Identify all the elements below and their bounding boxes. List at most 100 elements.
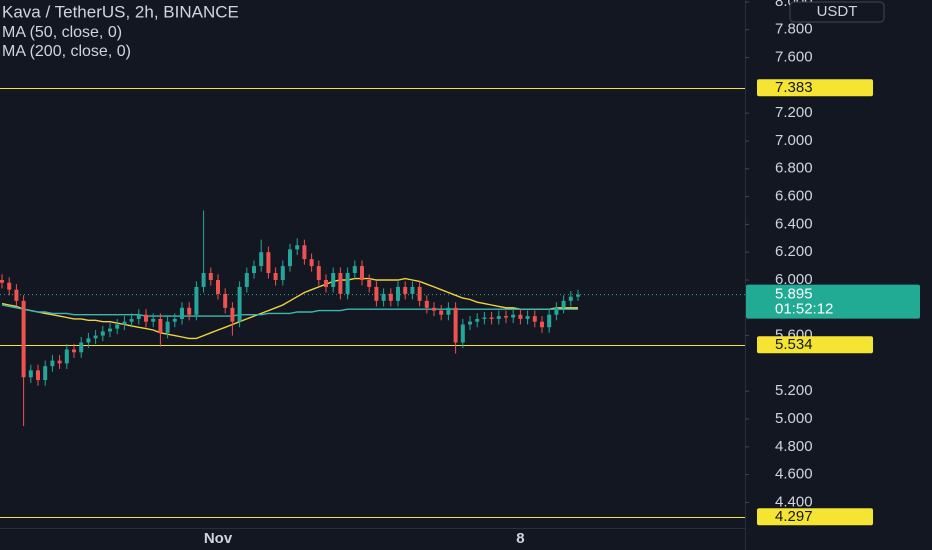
y-tick-label: 6.400: [775, 215, 813, 232]
candle-body: [79, 342, 84, 353]
candle-body: [86, 338, 91, 343]
candle-body: [57, 360, 62, 364]
candle-body: [403, 286, 408, 294]
candle-body: [360, 266, 364, 280]
currency-box[interactable]: [789, 1, 885, 23]
candle-body: [165, 321, 170, 333]
y-tick-label: 6.200: [775, 243, 813, 260]
price-line-label: 7.383: [775, 79, 813, 96]
candle-body: [172, 318, 177, 322]
candle-body: [201, 273, 206, 287]
candle-body: [460, 324, 465, 343]
y-tick-label: 6.000: [775, 271, 813, 288]
candle-body: [216, 279, 220, 294]
candle-body: [266, 252, 271, 274]
candle-body: [331, 273, 336, 287]
candle-body: [288, 249, 292, 267]
candle-body: [93, 335, 98, 339]
x-tick-label: Nov: [204, 530, 233, 547]
y-tick-label: 7.000: [775, 132, 813, 149]
candle-body: [568, 296, 573, 301]
candle-body: [561, 300, 566, 308]
candle-body: [496, 316, 501, 319]
candle-body: [352, 266, 357, 274]
chart-title: Kava / TetherUS, 2h, BINANCE: [2, 2, 239, 21]
candle-body: [518, 314, 523, 319]
y-tick-label: 5.000: [775, 410, 813, 427]
candle-body: [482, 317, 487, 319]
candle-body: [547, 314, 552, 328]
plot-area: [0, 88, 745, 518]
last-price-box: [746, 284, 920, 319]
countdown-label: 01:52:12: [775, 301, 833, 318]
y-tick-label: 7.800: [775, 21, 813, 38]
candle-body: [28, 370, 33, 378]
candle-body: [439, 310, 444, 315]
candle-body: [158, 318, 163, 333]
candle-body: [504, 316, 508, 318]
price-line-label-box: [757, 336, 873, 354]
candle-body: [381, 293, 386, 301]
legend-entry: MA (50, close, 0): [2, 24, 122, 41]
moving-average-line: [1, 277, 578, 340]
candle-body: [36, 370, 40, 381]
candle-body: [151, 318, 156, 322]
candle-body: [410, 286, 415, 294]
legend-entry: MA (200, close, 0): [2, 43, 131, 60]
candle-body: [432, 307, 436, 311]
x-tick-label: 8: [516, 530, 524, 547]
candle-body: [554, 307, 559, 315]
candle-body: [280, 266, 285, 280]
candle-body: [208, 273, 213, 280]
candle-body: [244, 273, 249, 287]
candle-body: [468, 321, 472, 325]
last-price-label: 5.895: [775, 286, 813, 303]
candle-body: [338, 273, 343, 294]
candle-body: [108, 328, 112, 332]
candle-body: [259, 252, 264, 267]
candle-body: [324, 279, 328, 287]
candle-body: [309, 259, 314, 267]
candle-body: [525, 316, 530, 319]
candle-body: [223, 293, 228, 308]
candle-body: [136, 314, 141, 319]
candle-body: [511, 314, 516, 318]
y-tick-label: 7.200: [775, 104, 813, 121]
candle-body: [64, 349, 69, 364]
candle-body: [115, 324, 120, 329]
price-line-label-box: [757, 79, 873, 97]
candle-body: [252, 266, 256, 274]
candle-body: [576, 294, 580, 297]
candle-body: [237, 286, 242, 322]
candle-body: [316, 266, 321, 280]
candle-body: [417, 286, 422, 301]
price-line-label: 4.297: [775, 508, 813, 525]
currency-label[interactable]: USDT: [817, 3, 858, 20]
candle-body: [367, 279, 372, 287]
y-tick-label: 7.600: [775, 49, 813, 66]
y-tick-label: 4.800: [775, 438, 813, 455]
candle-body: [540, 321, 544, 328]
candle-body: [489, 317, 494, 319]
candle-body: [446, 307, 451, 315]
price-axis: 8.0007.8007.6007.2007.0006.8006.6006.400…: [745, 0, 920, 526]
legend: Kava / TetherUS, 2h, BINANCE MA (50, clo…: [2, 2, 239, 60]
candle-body: [295, 245, 300, 250]
candle-body: [122, 321, 127, 325]
candle-body: [129, 318, 134, 322]
candle-body: [180, 307, 184, 319]
candle-body: [230, 307, 235, 322]
y-tick-label: 6.800: [775, 160, 813, 177]
candle-body: [187, 307, 192, 315]
y-tick-label: 6.600: [775, 188, 813, 205]
candle-body: [21, 300, 26, 378]
price-line-label-box: [757, 508, 873, 526]
candle-body: [388, 293, 393, 301]
candle-body: [7, 282, 12, 290]
y-tick-label: 4.400: [775, 493, 813, 510]
candle-body: [43, 366, 48, 381]
candle-body: [14, 289, 19, 301]
y-tick-label: 5.200: [775, 382, 813, 399]
